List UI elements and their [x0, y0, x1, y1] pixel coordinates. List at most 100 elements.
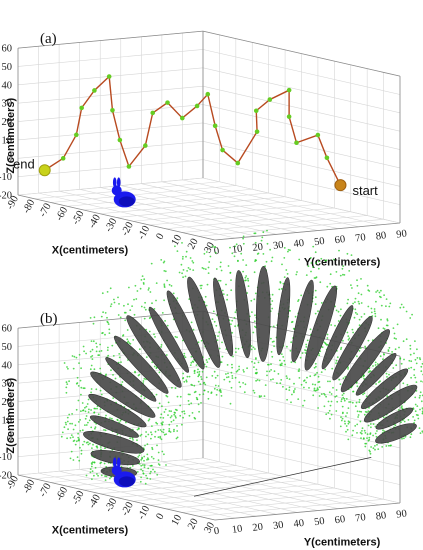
cloud-point — [100, 446, 102, 448]
cloud-point — [409, 344, 412, 347]
cloud-point — [204, 268, 207, 270]
cloud-point — [360, 302, 363, 304]
cloud-point — [92, 340, 95, 343]
cloud-point — [189, 364, 192, 366]
cloud-point — [309, 375, 312, 378]
cloud-point — [361, 430, 363, 432]
cloud-point — [149, 472, 152, 475]
grid-line — [202, 439, 401, 485]
cloud-point — [218, 347, 221, 350]
cloud-point — [392, 327, 395, 329]
cloud-point — [355, 401, 358, 404]
cloud-point — [156, 422, 159, 425]
cloud-point — [194, 417, 197, 420]
cloud-point — [231, 252, 234, 255]
cloud-point — [385, 298, 388, 300]
cloud-point — [381, 446, 384, 448]
trajectory-point — [143, 143, 148, 148]
cloud-point — [254, 292, 257, 295]
cloud-point — [235, 370, 238, 373]
cloud-point — [136, 471, 139, 473]
cloud-point — [227, 376, 230, 378]
cloud-point — [147, 433, 150, 436]
cloud-point — [352, 331, 354, 334]
cloud-point — [266, 374, 268, 377]
y-tick-label: 80 — [375, 230, 387, 242]
cloud-point — [153, 365, 156, 368]
cloud-point — [165, 354, 168, 356]
trajectory-point — [267, 97, 273, 102]
cloud-point — [218, 331, 221, 333]
cloud-point — [142, 472, 145, 475]
cloud-point — [91, 478, 93, 481]
cloud-point — [285, 269, 288, 271]
z-axis-label: Z(centimeters) — [5, 98, 17, 174]
start-annotation: start — [352, 183, 378, 198]
cloud-point — [362, 393, 364, 396]
cloud-point — [106, 291, 109, 293]
cloud-point — [419, 408, 421, 411]
cloud-point — [323, 405, 326, 408]
cloud-point — [341, 412, 344, 415]
cloud-point — [173, 413, 176, 416]
cloud-point — [184, 275, 187, 278]
cloud-point — [314, 362, 317, 365]
z-tick-label: 50 — [2, 342, 13, 353]
cloud-point — [253, 320, 256, 323]
cloud-point — [233, 255, 236, 258]
grid-line — [67, 468, 253, 487]
x-tick-label: -60 — [54, 205, 70, 223]
cloud-point — [313, 387, 316, 390]
cloud-point — [150, 470, 152, 473]
y-tick-label: 0 — [213, 526, 220, 538]
cloud-point — [100, 393, 103, 396]
cloud-point — [155, 299, 157, 302]
cloud-point — [364, 442, 367, 445]
cloud-point — [78, 353, 81, 356]
cloud-point — [279, 382, 282, 385]
y-tick-label: 0 — [213, 246, 220, 258]
cloud-point — [144, 301, 147, 304]
cloud-point — [246, 292, 249, 294]
grid-line — [202, 159, 401, 205]
cloud-point — [296, 271, 298, 273]
cloud-point — [369, 452, 372, 455]
cloud-point — [108, 332, 111, 334]
cloud-point — [408, 367, 410, 370]
cloud-point — [60, 435, 63, 438]
cloud-point — [107, 323, 110, 325]
cloud-point — [146, 443, 149, 446]
cloud-point — [73, 355, 76, 358]
cloud-point — [409, 317, 412, 319]
cloud-point — [214, 384, 217, 387]
cloud-point — [106, 316, 108, 319]
cloud-point — [153, 333, 155, 336]
cloud-point — [234, 325, 237, 328]
cloud-point — [85, 352, 87, 355]
cloud-point — [221, 355, 224, 358]
grid-line — [17, 329, 204, 347]
trajectory-segment — [144, 112, 154, 146]
cloud-point — [131, 305, 134, 307]
cloud-point — [96, 346, 98, 348]
cloud-point — [66, 420, 69, 423]
cloud-point — [320, 371, 323, 373]
cloud-point — [357, 414, 360, 416]
cloud-point — [124, 319, 127, 322]
cloud-point — [266, 242, 269, 245]
grid-line — [83, 192, 269, 211]
cloud-point — [181, 272, 184, 275]
cloud-point — [109, 287, 112, 290]
cloud-point — [205, 251, 208, 253]
cloud-point — [138, 373, 141, 376]
cloud-point — [190, 355, 193, 358]
cloud-point — [69, 457, 72, 460]
cloud-point — [255, 379, 257, 382]
cloud-point — [329, 404, 332, 407]
cloud-point — [318, 386, 321, 388]
cloud-point — [271, 341, 274, 343]
cloud-point — [348, 401, 350, 403]
cloud-point — [165, 433, 168, 435]
cloud-point — [253, 366, 255, 368]
cloud-point — [181, 410, 184, 413]
